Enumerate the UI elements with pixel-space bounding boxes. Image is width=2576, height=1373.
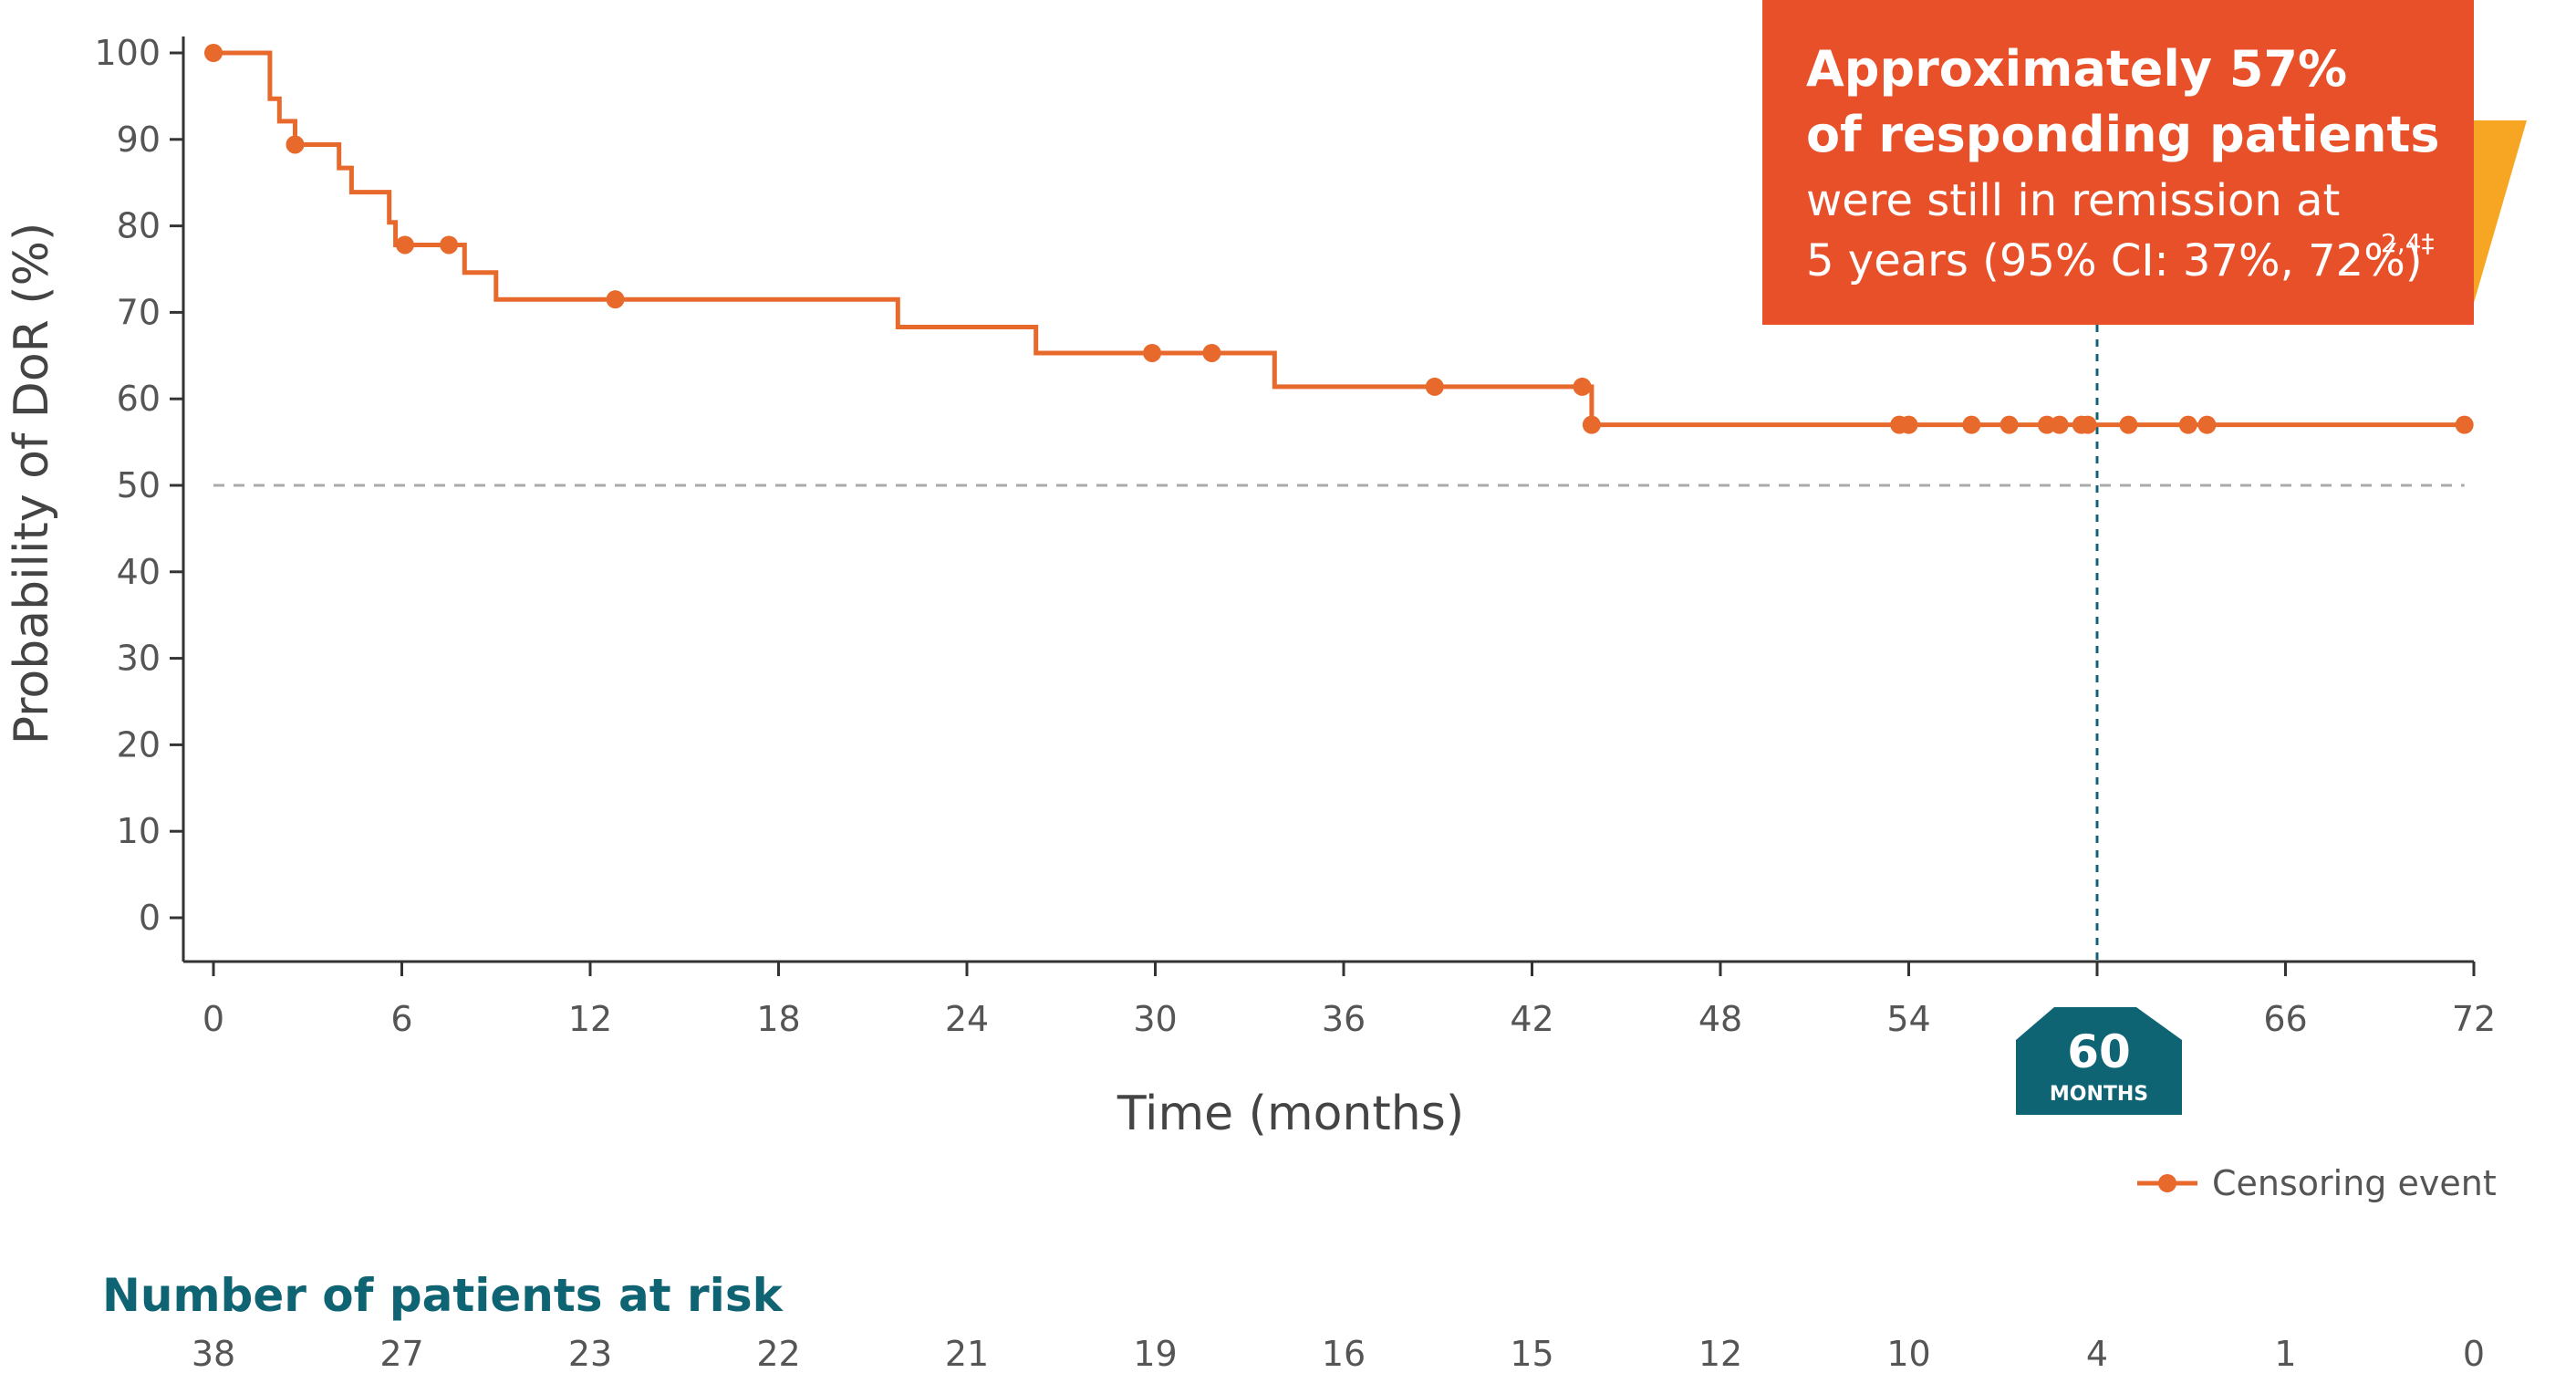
risk-table-value: 21 xyxy=(945,1334,989,1373)
y-axis-ticks: 0 10 20 30 40 50 60 70 80 90 100 xyxy=(94,33,183,938)
legend: Censoring event xyxy=(2137,1163,2497,1203)
callout-line-4: 5 years (95% CI: 37%, 72%) xyxy=(1806,235,2423,286)
censor-mark xyxy=(2037,415,2056,434)
risk-table-value: 23 xyxy=(568,1334,612,1373)
risk-table-value: 10 xyxy=(1886,1334,1930,1373)
risk-table-value: 0 xyxy=(2463,1334,2485,1373)
x-tick-label: 30 xyxy=(1133,999,1177,1039)
callout-box: Approximately 57% of responding patients… xyxy=(1762,0,2527,325)
x-tick-label: 54 xyxy=(1886,999,1930,1039)
risk-table-value: 19 xyxy=(1133,1334,1177,1373)
y-tick-label: 30 xyxy=(117,639,161,679)
callout-line-3: were still in remission at xyxy=(1806,175,2340,226)
censor-mark xyxy=(2197,415,2217,434)
risk-table-value: 27 xyxy=(379,1334,423,1373)
censor-mark xyxy=(1582,415,1601,434)
censor-mark xyxy=(440,235,459,255)
censor-mark xyxy=(2050,415,2069,434)
risk-table-value: 16 xyxy=(1322,1334,1366,1373)
censor-mark xyxy=(1899,415,1918,434)
censor-mark xyxy=(2119,415,2138,434)
y-tick-label: 60 xyxy=(117,379,161,419)
x-tick-label: 66 xyxy=(2263,999,2307,1039)
x-tick-label: 12 xyxy=(568,999,612,1039)
censor-mark xyxy=(2078,415,2097,434)
risk-table-value: 1 xyxy=(2274,1334,2296,1373)
x-axis-ticks: 0 6 12 18 24 30 36 42 48 54 66 72 xyxy=(203,962,2496,1039)
censor-mark xyxy=(2178,415,2197,434)
censor-mark xyxy=(606,290,625,309)
y-tick-label: 80 xyxy=(117,206,161,246)
x-axis-title: Time (months) xyxy=(1117,1087,1464,1141)
risk-table-value: 12 xyxy=(1698,1334,1742,1373)
y-tick-label: 90 xyxy=(117,120,161,160)
y-tick-label: 10 xyxy=(117,811,161,851)
risk-table-value: 38 xyxy=(192,1334,235,1373)
x-tick-label: 72 xyxy=(2452,999,2496,1039)
legend-marker xyxy=(2158,1174,2176,1192)
y-tick-label: 70 xyxy=(117,292,161,332)
milestone-badge-shape xyxy=(2016,1007,2182,1115)
x-tick-label: 42 xyxy=(1510,999,1553,1039)
censor-mark xyxy=(286,135,305,154)
censor-mark xyxy=(2000,415,2019,434)
x-tick-label: 48 xyxy=(1698,999,1742,1039)
censor-mark xyxy=(1573,377,1592,396)
censoring-marks xyxy=(204,44,2474,434)
x-tick-label: 36 xyxy=(1322,999,1366,1039)
callout-superscript: 2,4‡ xyxy=(2381,228,2435,258)
milestone-value: 60 xyxy=(2067,1025,2131,1078)
y-tick-label: 40 xyxy=(117,552,161,592)
censor-mark xyxy=(1962,415,1981,434)
risk-table-values: 38 27 23 22 21 19 16 15 12 10 4 1 0 xyxy=(192,1334,2485,1373)
censor-mark xyxy=(395,235,414,255)
milestone-unit: MONTHS xyxy=(2050,1083,2148,1106)
y-tick-label: 50 xyxy=(117,465,161,505)
x-tick-label: 24 xyxy=(945,999,989,1039)
risk-table-value: 15 xyxy=(1510,1334,1553,1373)
risk-table-value: 22 xyxy=(756,1334,800,1373)
x-tick-label: 6 xyxy=(390,999,412,1039)
callout-background xyxy=(1762,0,2474,325)
censor-mark xyxy=(2455,415,2474,434)
censor-mark xyxy=(1202,343,1221,362)
milestone-badge: 60 MONTHS xyxy=(2016,1007,2182,1115)
censor-mark xyxy=(1143,343,1162,362)
callout-line-2: of responding patients xyxy=(1806,106,2440,163)
risk-table-value: 4 xyxy=(2086,1334,2108,1373)
legend-label: Censoring event xyxy=(2212,1163,2497,1203)
x-tick-label: 18 xyxy=(756,999,800,1039)
y-tick-label: 100 xyxy=(94,33,161,73)
y-axis-title: Probability of DoR (%) xyxy=(5,223,59,745)
censor-mark xyxy=(1425,377,1444,396)
censor-mark xyxy=(204,44,223,62)
y-tick-label: 20 xyxy=(117,724,161,765)
risk-table-title: Number of patients at risk xyxy=(102,1269,784,1322)
callout-line-1: Approximately 57% xyxy=(1806,40,2347,98)
y-tick-label: 0 xyxy=(139,898,161,938)
x-tick-label: 0 xyxy=(203,999,224,1039)
